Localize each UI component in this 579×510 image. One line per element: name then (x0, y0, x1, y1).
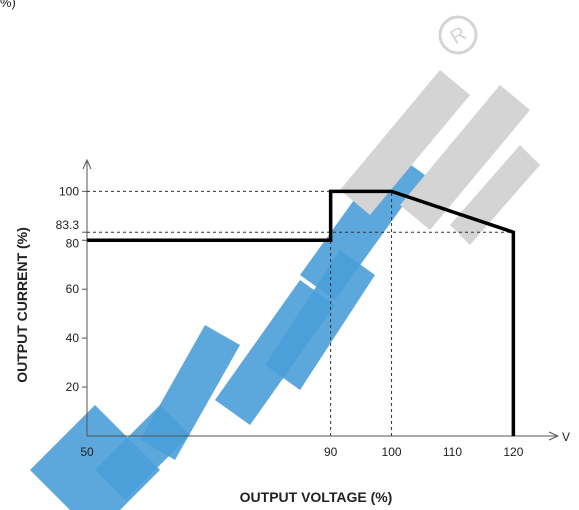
watermark-stripe (265, 250, 375, 390)
page-fragment-text: %) (0, 0, 16, 10)
x-tick-label-90: 90 (324, 445, 338, 459)
watermark-stripe (140, 325, 240, 460)
series-group (87, 189, 516, 436)
x-axis-title: OUTPUT VOLTAGE (%) (240, 489, 393, 505)
x-tick-label-110: 110 (443, 445, 462, 459)
registered-mark-letter: R (447, 23, 471, 49)
y-tick-labels: 20 40 60 80 83.3 100 (56, 184, 87, 394)
watermark-stripe (300, 150, 425, 300)
derating-curve-0 (87, 189, 516, 436)
x-axis-arrow (548, 431, 560, 441)
y-tick-label-20: 20 (66, 380, 80, 394)
x-unit-marker: V (562, 430, 570, 444)
y-tick-label-80: 80 (66, 236, 80, 250)
y-tick-label-40: 40 (66, 331, 80, 345)
axes (82, 158, 560, 441)
y-axis-title: OUTPUT CURRENT (%) (14, 227, 30, 383)
watermark-stripe (340, 70, 470, 215)
reference-lines (87, 190, 514, 436)
y-tick-label-60: 60 (66, 282, 80, 296)
x-tick-labels: 50 90 100 110 120 (80, 445, 523, 459)
x-tick-label-100: 100 (382, 445, 402, 459)
y-tick-label-100: 100 (59, 184, 79, 198)
registered-mark-circle (438, 15, 478, 55)
online-watermark-logo: R (30, 15, 540, 510)
watermark-stripe (400, 85, 530, 230)
x-tick-label-120: 120 (503, 445, 523, 459)
y-axis-arrow (82, 158, 92, 170)
y-tick-label-83.3: 83.3 (56, 218, 80, 232)
x-tick-label-50: 50 (80, 445, 94, 459)
